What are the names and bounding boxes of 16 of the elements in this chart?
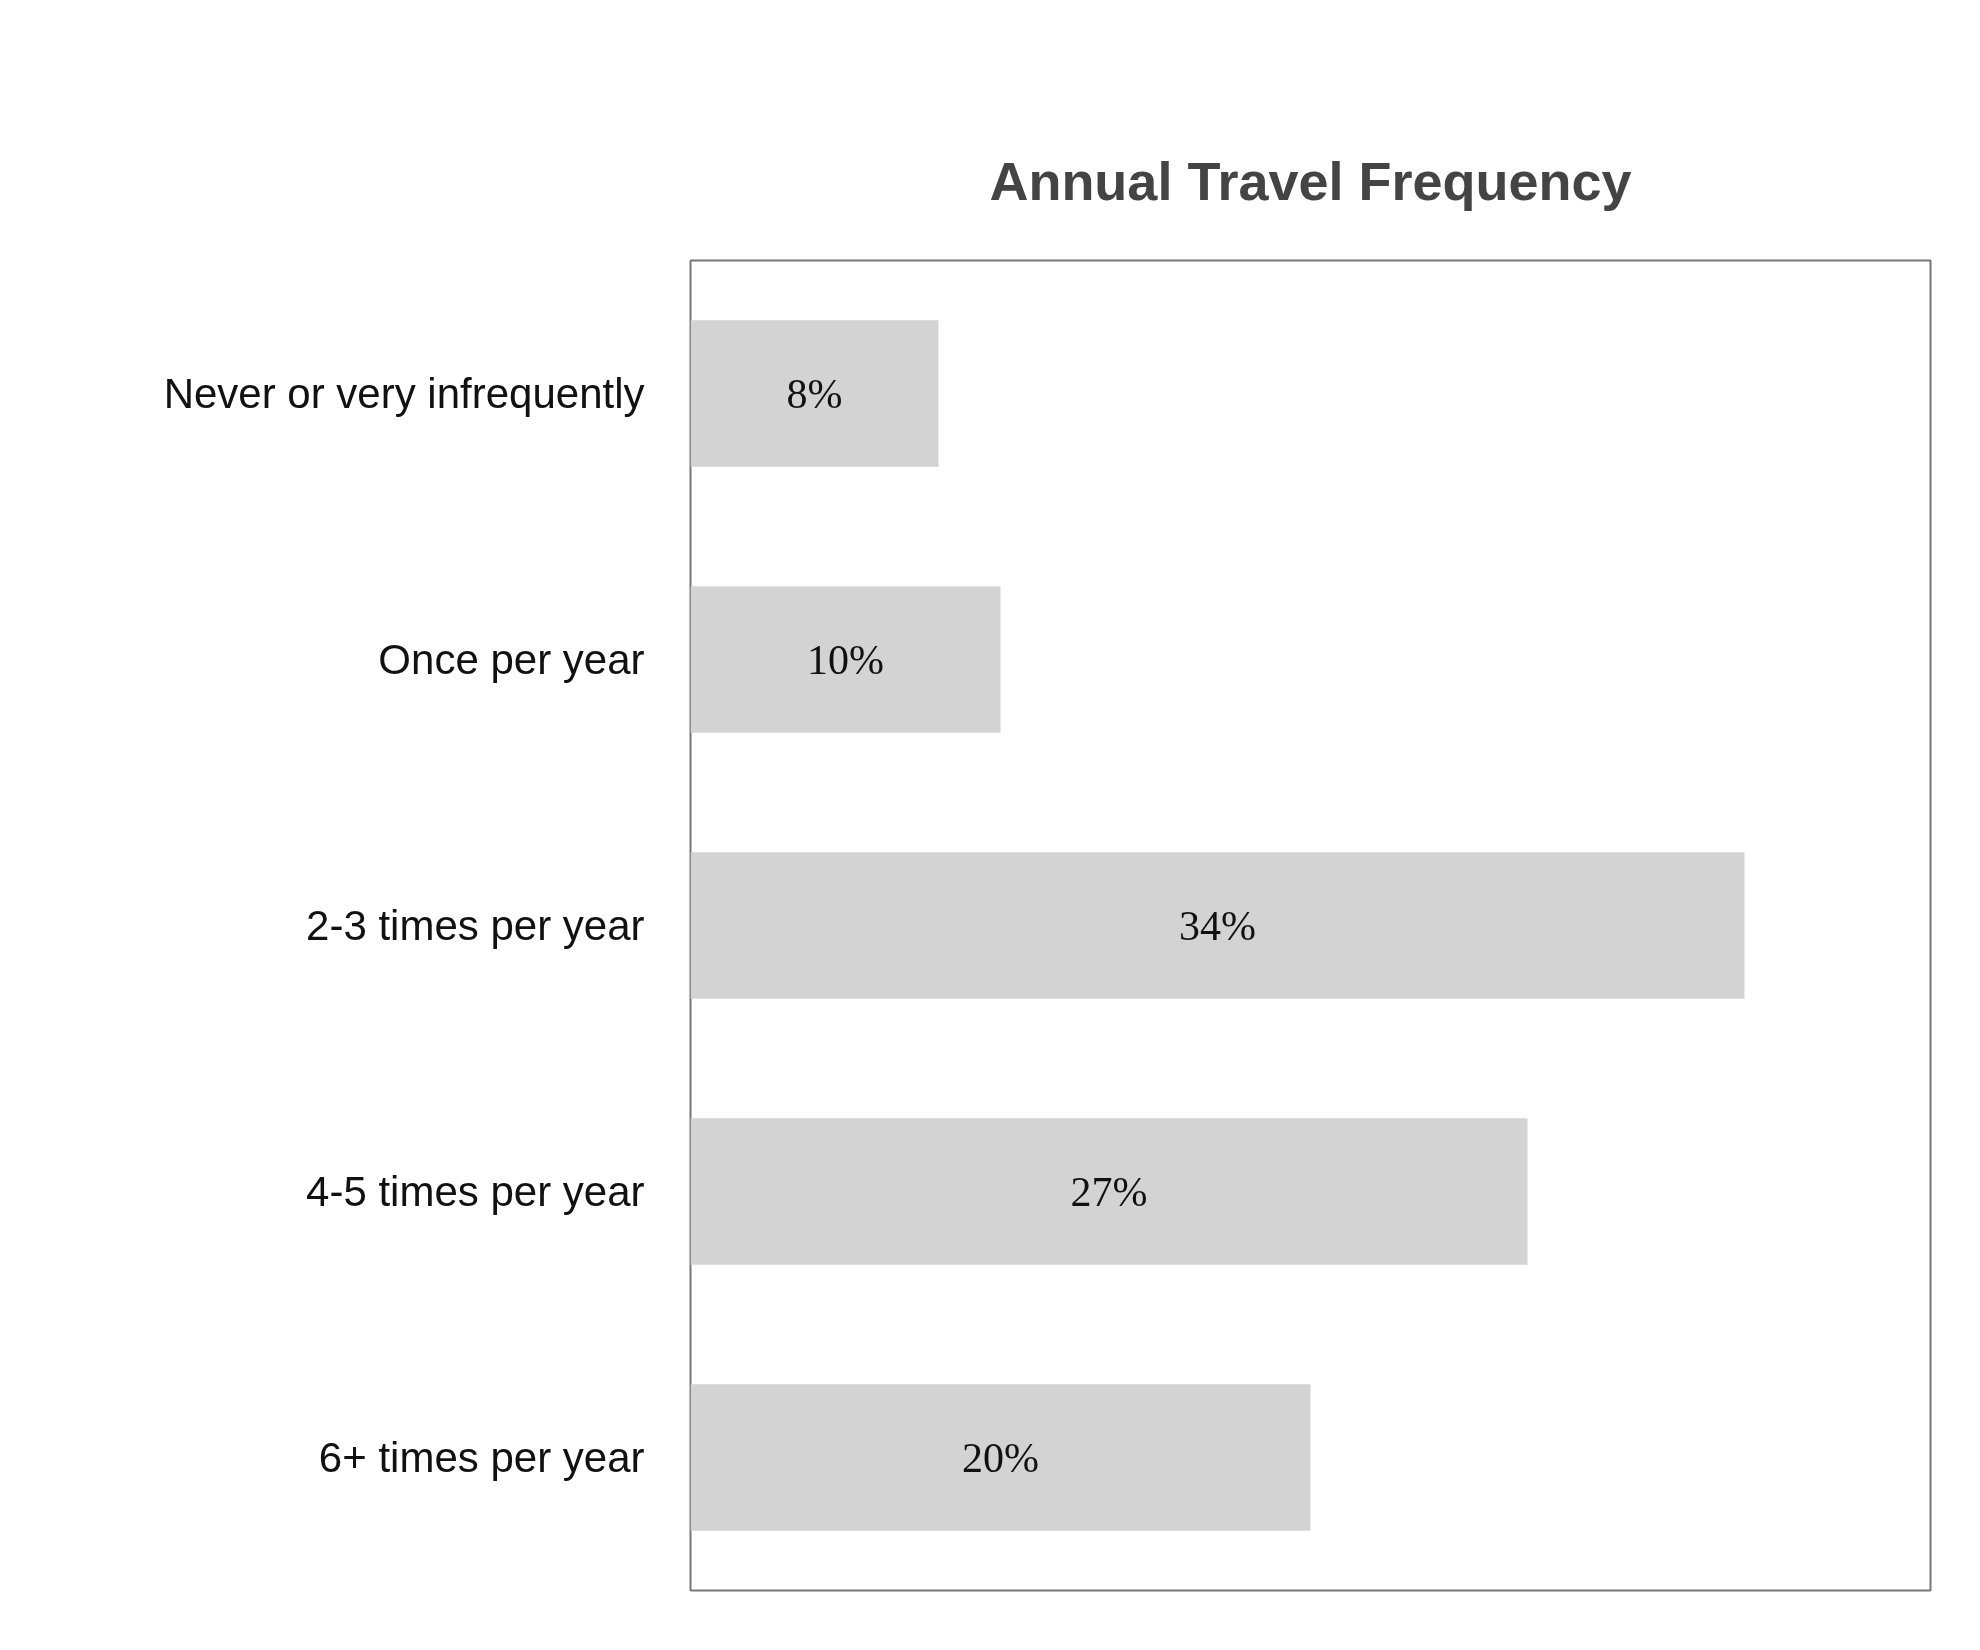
y-tick-label: Once per year	[378, 636, 645, 683]
data-label: 10%	[807, 636, 885, 683]
bar	[690, 586, 1001, 733]
bar	[690, 852, 1745, 999]
y-tick-label: Never or very infrequently	[163, 370, 645, 417]
bar	[690, 1384, 1311, 1531]
data-label: 34%	[1179, 902, 1257, 949]
data-label: 27%	[1070, 1168, 1148, 1215]
y-tick-label: 6+ times per year	[318, 1434, 645, 1481]
y-tick-label: 2-3 times per year	[306, 902, 645, 949]
bar	[690, 1118, 1528, 1265]
chart-title: Annual Travel Frequency	[989, 150, 1632, 211]
y-tick-label: 4-5 times per year	[306, 1168, 645, 1215]
data-label: 20%	[962, 1434, 1040, 1481]
bar	[690, 320, 939, 467]
data-label: 8%	[786, 370, 843, 417]
